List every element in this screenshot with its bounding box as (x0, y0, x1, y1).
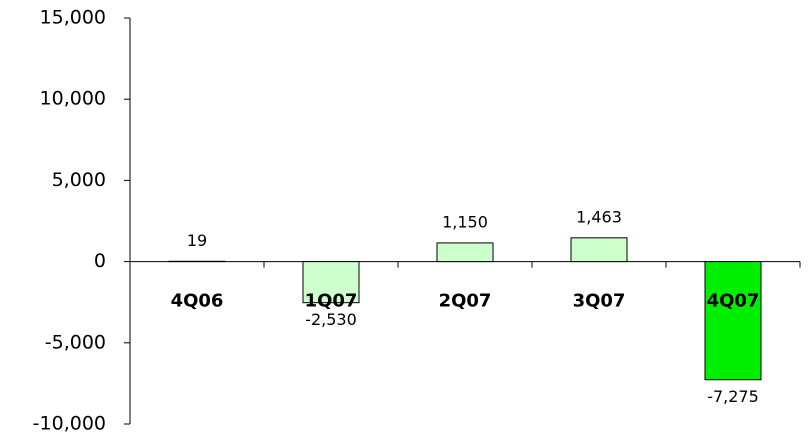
bar (704, 261, 762, 381)
bar (570, 237, 628, 263)
value-label: -2,530 (305, 310, 357, 329)
value-label: -7,275 (707, 387, 759, 406)
y-tick-label: 15,000 (40, 7, 106, 29)
y-tick-label: 5,000 (52, 169, 106, 191)
x-tick-label: 4Q06 (171, 291, 224, 312)
x-tick-label: 3Q07 (573, 291, 626, 312)
bar (436, 242, 494, 263)
y-tick-label: -10,000 (33, 413, 106, 435)
y-tick-label: 0 (94, 250, 106, 272)
x-tick-label: 1Q07 (305, 291, 358, 312)
value-label: 1,150 (442, 212, 488, 231)
value-label: 19 (187, 231, 207, 250)
value-label: 1,463 (576, 207, 622, 226)
bar (302, 261, 360, 304)
x-tick-label: 4Q07 (707, 291, 760, 312)
y-tick-label: -5,000 (45, 331, 106, 353)
y-tick-label: 10,000 (40, 88, 106, 110)
x-tick-label: 2Q07 (439, 291, 492, 312)
